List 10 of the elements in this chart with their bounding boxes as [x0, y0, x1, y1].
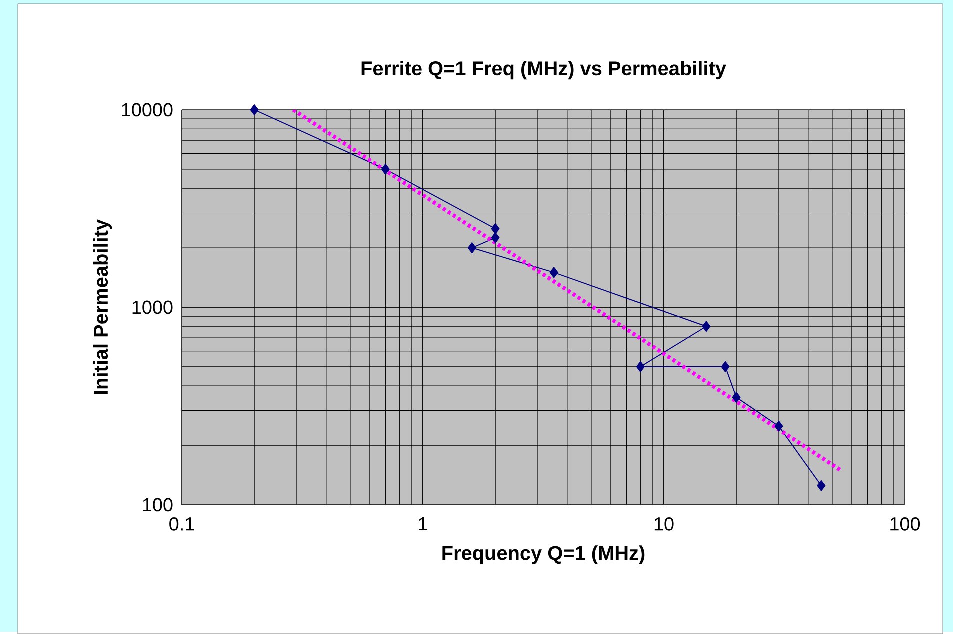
x-tick-label: 100: [890, 517, 920, 531]
x-axis-title: Frequency Q=1 (MHz): [442, 546, 645, 564]
y-tick-label: 1000: [132, 300, 173, 314]
x-tick-label: 0.1: [170, 517, 194, 531]
y-axis-title: Initial Permeability: [93, 219, 112, 394]
x-tick-label: 1: [419, 517, 428, 530]
x-tick-label: 10: [654, 517, 674, 531]
y-tick-label: 100: [143, 498, 173, 512]
chart-title: Ferrite Q=1 Freq (MHz) vs Permeability: [362, 60, 726, 80]
y-tick-label: 10000: [122, 103, 173, 117]
